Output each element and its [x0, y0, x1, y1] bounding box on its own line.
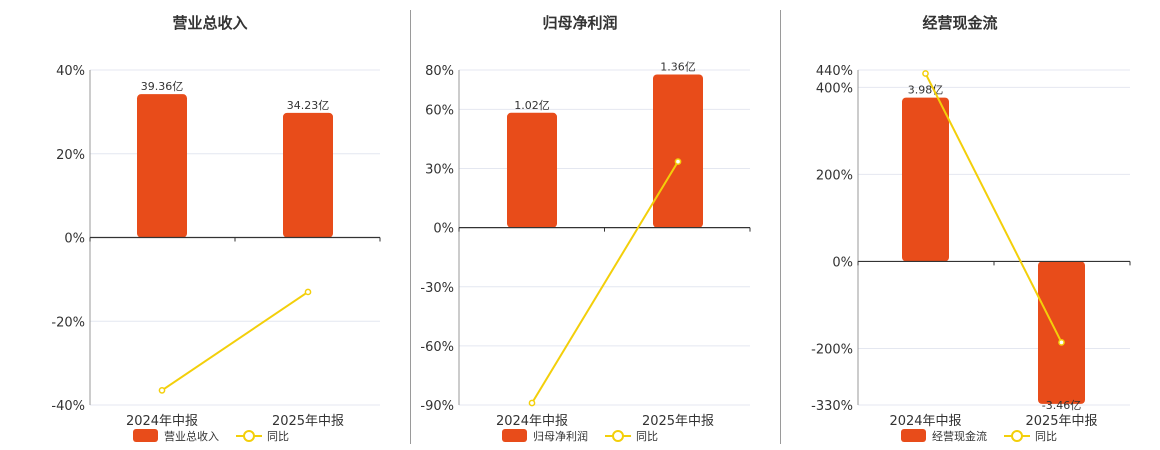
y-tick-label: 0%: [64, 232, 85, 247]
yoy-point: [922, 70, 929, 77]
yoy-line: [161, 291, 309, 392]
y-tick-label: -30%: [420, 281, 454, 296]
legend-line-marker: [243, 430, 255, 442]
y-tick-label: 20%: [56, 148, 85, 163]
legend-label: 营业总收入: [164, 429, 219, 443]
data-label: 1.02亿: [514, 99, 550, 112]
y-tick-label: 0%: [433, 222, 454, 237]
bar: [902, 97, 949, 262]
y-tick-label: -330%: [811, 399, 853, 414]
y-tick-label: 40%: [56, 64, 85, 79]
data-label: 34.23亿: [287, 99, 330, 112]
legend-line-marker: [1011, 430, 1023, 442]
bar: [137, 94, 187, 238]
y-tick-label: 440%: [816, 64, 853, 79]
data-label: -3.46亿: [1042, 399, 1081, 412]
yoy-point: [674, 158, 682, 165]
legend-bar-swatch: [901, 429, 926, 442]
y-tick-label: -20%: [51, 315, 85, 330]
legend-label: 同比: [267, 430, 289, 443]
y-tick-label: 400%: [816, 81, 853, 96]
chart-title-cash-flow: 经营现金流: [922, 14, 998, 32]
yoy-point: [528, 399, 536, 407]
y-tick-label: 0%: [832, 255, 853, 270]
x-tick-label: 2024年中报: [889, 414, 961, 429]
legend-label: 经营现金流: [932, 429, 987, 443]
y-tick-label: 200%: [816, 168, 853, 183]
legend-label: 归母净利润: [533, 429, 588, 443]
panel-divider: [780, 10, 781, 444]
y-tick-label: -60%: [420, 340, 454, 355]
data-label: 39.36亿: [141, 80, 184, 93]
bar: [507, 112, 557, 228]
legend-line-marker: [612, 430, 624, 442]
legend-bar-swatch: [133, 429, 158, 442]
yoy-line: [531, 161, 679, 404]
x-tick-label: 2025年中报: [272, 414, 344, 429]
x-tick-label: 2024年中报: [126, 414, 198, 429]
y-tick-label: -40%: [51, 399, 85, 414]
yoy-point: [158, 386, 166, 394]
bar: [653, 74, 703, 228]
y-tick-label: 60%: [425, 103, 454, 118]
legend-label: 同比: [636, 430, 658, 443]
yoy-point: [304, 288, 312, 296]
panel-divider: [410, 10, 411, 444]
legend-label: 同比: [1035, 430, 1057, 443]
data-label: 1.36亿: [660, 61, 696, 74]
bar: [1038, 261, 1085, 404]
bar: [283, 112, 333, 238]
yoy-point: [1058, 339, 1065, 346]
x-tick-label: 2025年中报: [1025, 414, 1097, 429]
y-tick-label: -200%: [811, 342, 853, 357]
data-label: 3.98亿: [908, 84, 944, 97]
x-tick-label: 2025年中报: [642, 414, 714, 429]
y-tick-label: 80%: [425, 64, 454, 79]
legend-bar-swatch: [502, 429, 527, 442]
chart-title-revenue: 营业总收入: [172, 14, 248, 32]
y-tick-label: -90%: [420, 399, 454, 414]
chart-title-net-profit: 归母净利润: [542, 14, 618, 32]
x-tick-label: 2024年中报: [496, 414, 568, 429]
y-tick-label: 30%: [425, 163, 454, 178]
yoy-line: [924, 73, 1063, 343]
